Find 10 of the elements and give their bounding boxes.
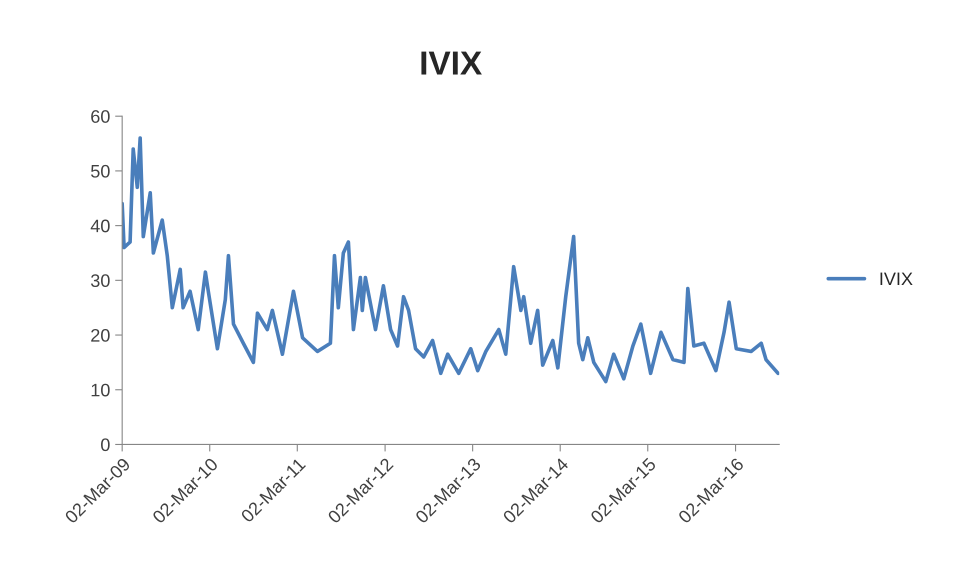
y-tick-label: 50 [91,164,110,178]
chart-title: IVIX [421,52,482,75]
y-tick-label: 60 [91,110,110,123]
line-series [122,136,780,384]
y-tick-label: 10 [92,384,110,396]
legend-label: IVIX [880,272,913,285]
y-tick-label: 40 [90,220,110,232]
y-tick-label: 0 [101,438,110,452]
y-tick-label: 30 [90,274,110,288]
y-tick-label: 20 [91,328,110,342]
